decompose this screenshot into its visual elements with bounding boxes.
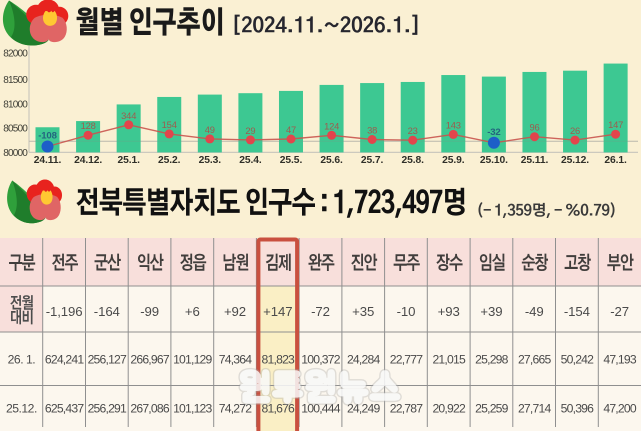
svg-text:50,242: 50,242 <box>561 352 594 366</box>
svg-text:100,444: 100,444 <box>301 402 340 416</box>
svg-text:+35: +35 <box>352 304 374 319</box>
svg-text:80500: 80500 <box>3 124 28 135</box>
svg-text:27,665: 27,665 <box>518 352 551 366</box>
svg-text:38: 38 <box>367 125 377 136</box>
svg-text:-1,196: -1,196 <box>46 304 83 319</box>
svg-text:25.8.: 25.8. <box>401 155 424 166</box>
svg-text:625,437: 625,437 <box>45 402 84 416</box>
svg-text:25,298: 25,298 <box>475 352 508 366</box>
svg-text:81000: 81000 <box>3 99 28 110</box>
svg-text:24,249: 24,249 <box>347 402 380 416</box>
svg-text:101,123: 101,123 <box>173 402 212 416</box>
svg-text:26.1.: 26.1. <box>604 155 627 166</box>
svg-text:-154: -154 <box>564 304 590 319</box>
svg-text:+39: +39 <box>480 304 502 319</box>
svg-text:25.5.: 25.5. <box>280 155 303 166</box>
svg-text:-72: -72 <box>311 304 330 319</box>
svg-text:154: 154 <box>162 119 177 130</box>
svg-text:256,291: 256,291 <box>88 402 127 416</box>
svg-text:26: 26 <box>570 125 580 136</box>
svg-text:24.12.: 24.12. <box>74 155 102 166</box>
svg-text:25.6.: 25.6. <box>320 155 343 166</box>
svg-text:+92: +92 <box>224 304 246 319</box>
svg-text:+147: +147 <box>263 304 292 319</box>
svg-text:344: 344 <box>121 110 136 121</box>
svg-text:-49: -49 <box>525 304 544 319</box>
svg-text:74,364: 74,364 <box>219 352 252 366</box>
svg-text:47,200: 47,200 <box>603 402 636 416</box>
svg-text:128: 128 <box>81 120 96 131</box>
svg-text:81,823: 81,823 <box>262 352 295 366</box>
svg-text:24.11.: 24.11. <box>34 155 62 166</box>
svg-text:81,676: 81,676 <box>262 402 295 416</box>
svg-text:624,241: 624,241 <box>45 352 84 366</box>
svg-text:25.2.: 25.2. <box>158 155 181 166</box>
svg-text:266,967: 266,967 <box>130 352 169 366</box>
svg-text:22,787: 22,787 <box>390 402 423 416</box>
svg-text:25.10.: 25.10. <box>480 155 508 166</box>
svg-text:+93: +93 <box>438 304 460 319</box>
svg-text:25.4.: 25.4. <box>239 155 262 166</box>
svg-text:-27: -27 <box>610 304 629 319</box>
svg-text:47: 47 <box>286 124 296 135</box>
svg-text:49: 49 <box>205 124 215 135</box>
svg-text:20,922: 20,922 <box>432 402 465 416</box>
svg-text:100,372: 100,372 <box>301 352 340 366</box>
svg-text:24,284: 24,284 <box>347 352 380 366</box>
svg-text:27,714: 27,714 <box>518 402 551 416</box>
svg-text:23: 23 <box>408 125 418 136</box>
svg-text:96: 96 <box>529 122 539 133</box>
svg-text:25.1.: 25.1. <box>117 155 140 166</box>
svg-text:21,015: 21,015 <box>432 352 465 366</box>
svg-text:+6: +6 <box>185 304 200 319</box>
svg-text:25.7.: 25.7. <box>361 155 384 166</box>
svg-text:74,272: 74,272 <box>219 402 252 416</box>
svg-text:-108: -108 <box>38 131 57 142</box>
svg-text:-10: -10 <box>397 304 416 319</box>
svg-text:80000: 80000 <box>3 148 28 159</box>
svg-text:25.12.: 25.12. <box>561 155 589 166</box>
svg-text:147: 147 <box>608 119 623 130</box>
svg-text:-32: -32 <box>487 127 500 138</box>
svg-text:26. 1.: 26. 1. <box>8 352 36 366</box>
svg-text:25.12.: 25.12. <box>6 402 37 416</box>
svg-text:25.9.: 25.9. <box>442 155 465 166</box>
svg-text:25,259: 25,259 <box>475 402 508 416</box>
svg-text:256,127: 256,127 <box>88 352 127 366</box>
svg-text:-99: -99 <box>140 304 159 319</box>
svg-text:25.3.: 25.3. <box>199 155 222 166</box>
svg-text:143: 143 <box>446 119 461 130</box>
svg-text:50,396: 50,396 <box>561 402 594 416</box>
svg-text:25.11.: 25.11. <box>521 155 549 166</box>
svg-text:47,193: 47,193 <box>603 352 636 366</box>
svg-text:-164: -164 <box>94 304 120 319</box>
svg-text:101,129: 101,129 <box>173 352 212 366</box>
svg-text:82000: 82000 <box>3 49 28 60</box>
svg-text:124: 124 <box>324 120 339 131</box>
svg-text:81500: 81500 <box>3 75 28 86</box>
svg-text:267,086: 267,086 <box>130 402 169 416</box>
svg-text:29: 29 <box>245 125 255 136</box>
svg-text:22,777: 22,777 <box>390 352 423 366</box>
